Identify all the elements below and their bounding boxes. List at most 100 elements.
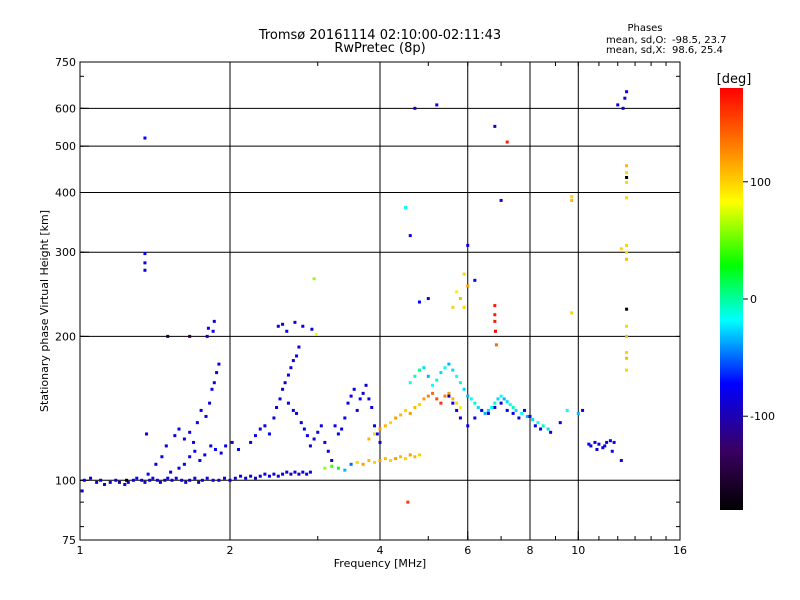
data-point [466, 243, 470, 247]
data-point [417, 368, 421, 372]
data-point [625, 90, 629, 94]
data-point [483, 411, 487, 415]
data-point [146, 472, 150, 476]
data-point [546, 427, 550, 431]
data-point [188, 455, 192, 459]
data-point [217, 362, 221, 366]
data-point [581, 408, 585, 412]
data-point [505, 400, 509, 404]
data-point [570, 195, 574, 199]
data-point [143, 268, 147, 272]
data-point [308, 444, 312, 448]
data-point [143, 261, 147, 265]
data-point [378, 427, 382, 431]
data-point [422, 366, 426, 370]
colorbar-ticks: 100 0 -100 [743, 176, 775, 423]
data-point [143, 136, 147, 140]
data-point [123, 482, 127, 486]
data-point [403, 408, 407, 412]
data-point [565, 408, 569, 412]
data-point [403, 457, 407, 461]
data-point [394, 416, 398, 420]
data-point [508, 403, 512, 407]
data-point [625, 171, 629, 175]
data-point [272, 416, 276, 420]
data-point [209, 444, 213, 448]
data-point [458, 416, 462, 420]
data-point [610, 449, 614, 453]
data-point [361, 391, 365, 395]
data-point [205, 334, 209, 338]
data-point [439, 401, 443, 405]
data-point [373, 424, 377, 428]
data-point [114, 478, 118, 482]
data-point [511, 405, 515, 409]
data-point [408, 453, 412, 457]
data-point [208, 401, 212, 405]
colorbar-tick-label: 0 [750, 293, 757, 306]
data-point [193, 476, 197, 480]
data-point [291, 359, 295, 363]
data-point [154, 462, 158, 466]
data-point [310, 327, 314, 331]
data-point [466, 284, 470, 288]
y-tick-label: 400 [55, 186, 76, 199]
data-point [203, 453, 207, 457]
data-point [278, 397, 282, 401]
data-point [462, 305, 466, 309]
data-point [473, 401, 477, 405]
data-point [224, 444, 228, 448]
x-tick-label: 2 [227, 544, 234, 557]
data-point [281, 472, 285, 476]
chart-subtitle: RwPretec (8p) [334, 41, 425, 56]
data-point [135, 476, 139, 480]
data-point [431, 391, 435, 395]
data-point [217, 478, 221, 482]
data-point [469, 397, 473, 401]
data-point [435, 378, 439, 382]
y-tick-label: 500 [55, 140, 76, 153]
data-point [184, 480, 188, 484]
data-point [230, 440, 234, 444]
data-point [593, 440, 597, 444]
data-point [406, 500, 410, 504]
data-point [476, 405, 480, 409]
data-point [505, 140, 509, 144]
data-point [625, 307, 629, 311]
x-tick-label: 4 [377, 544, 384, 557]
data-point [447, 394, 451, 398]
data-point [496, 397, 500, 401]
data-point [455, 401, 459, 405]
data-point [117, 480, 121, 484]
data-point [443, 366, 447, 370]
data-point [494, 343, 498, 347]
data-point [511, 411, 515, 415]
x-axis: 1 2 4 6 8 10 16 [77, 62, 687, 557]
data-point [180, 478, 184, 482]
data-point [451, 305, 455, 309]
data-point [625, 250, 629, 254]
data-point [346, 401, 350, 405]
y-axis: 75 100 200 300 400 500 600 750 [55, 56, 680, 547]
data-point [549, 430, 553, 434]
data-point [383, 457, 387, 461]
data-point [435, 103, 439, 107]
data-point [361, 462, 365, 466]
data-point [173, 434, 177, 438]
data-point [443, 394, 447, 398]
data-point [528, 414, 532, 418]
data-point [293, 470, 297, 474]
data-point [502, 397, 506, 401]
data-point [451, 401, 455, 405]
stats-o-value: -98.5, 23.7 [672, 35, 727, 46]
data-point [182, 462, 186, 466]
data-point [455, 290, 459, 294]
data-point [272, 472, 276, 476]
x-tick-label: 10 [571, 544, 585, 557]
x-tick-label: 1 [77, 544, 84, 557]
data-point [523, 408, 527, 412]
data-point [295, 354, 299, 358]
colorbar-label: [deg] [717, 72, 752, 87]
data-point [373, 432, 377, 436]
